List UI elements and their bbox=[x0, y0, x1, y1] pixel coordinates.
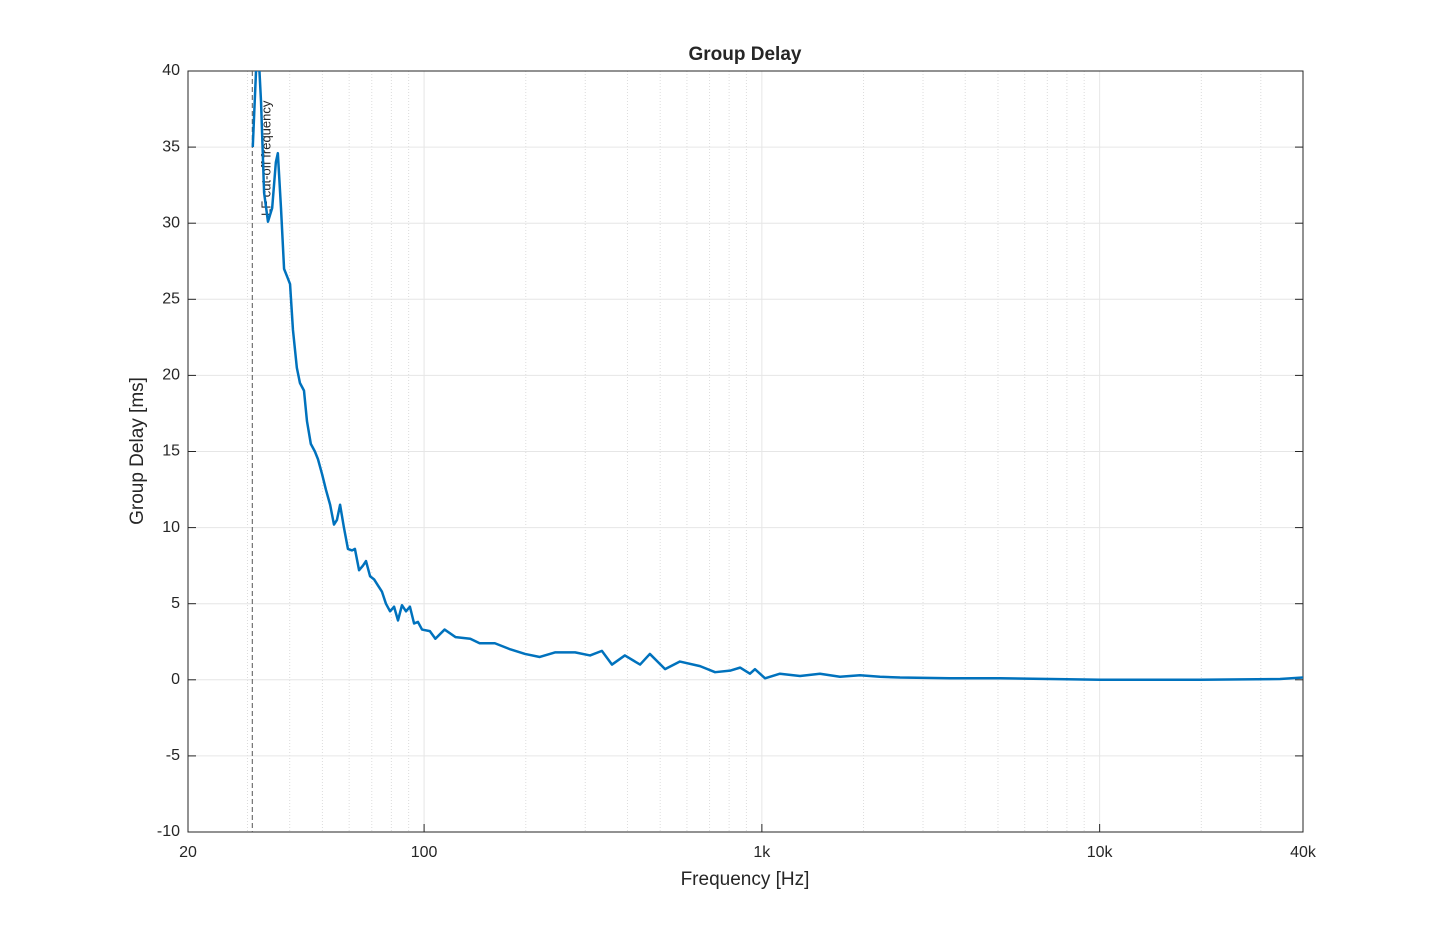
data-line bbox=[251, 71, 1303, 682]
y-tick-label: 10 bbox=[162, 519, 180, 536]
y-tick-label: 0 bbox=[171, 671, 180, 688]
x-tick-label: 100 bbox=[411, 844, 438, 861]
x-tick-label: 20 bbox=[179, 844, 197, 861]
plot-frame bbox=[187, 70, 1304, 833]
y-tick-label: 15 bbox=[162, 443, 180, 460]
y-tick-label: 30 bbox=[162, 214, 180, 231]
plot-area bbox=[251, 71, 1303, 682]
y-tick-label: 5 bbox=[171, 595, 180, 612]
y-tick-label: 25 bbox=[162, 291, 180, 308]
x-tick-label: 40k bbox=[1290, 844, 1317, 861]
y-tick-label: 20 bbox=[162, 367, 180, 384]
x-tick-label: 1k bbox=[753, 844, 771, 861]
x-axis-label: Frequency [Hz] bbox=[681, 869, 810, 890]
y-axis-label: Group Delay [ms] bbox=[127, 377, 148, 525]
chart-title: Group Delay bbox=[689, 44, 802, 65]
y-tick-label: 40 bbox=[162, 62, 180, 79]
y-tick-label: 35 bbox=[162, 138, 180, 155]
y-tick-label: -10 bbox=[157, 823, 180, 840]
x-tick-label: 10k bbox=[1087, 844, 1114, 861]
y-tick-label: -5 bbox=[166, 747, 180, 764]
